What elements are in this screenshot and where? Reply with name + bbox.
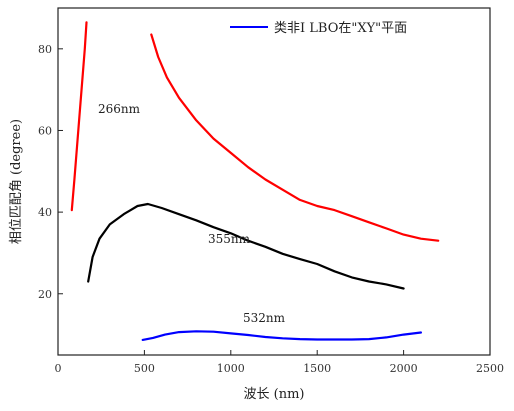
series-label-266nm: 266nm <box>98 102 141 116</box>
series-line-266nm-1 <box>70 21 88 212</box>
x-axis-title: 波长 (nm) <box>244 387 305 402</box>
y-axis-title: 相位匹配角 (degree) <box>9 119 24 244</box>
plot-border <box>57 7 491 356</box>
series-line-532nm-1 <box>141 330 422 341</box>
y-tick-label: 60 <box>38 124 52 137</box>
y-tick-label: 80 <box>38 43 52 56</box>
y-tick-label: 20 <box>38 288 52 301</box>
y-tick-label: 40 <box>38 206 52 219</box>
plot-frame <box>57 7 491 356</box>
x-tick-label: 500 <box>134 362 155 375</box>
legend: 类非Ⅰ LBO在"XY"平面 <box>230 21 407 36</box>
series-line-266nm-2 <box>150 33 440 242</box>
series-label-355nm: 355nm <box>208 232 251 246</box>
x-tick-label: 1500 <box>303 362 331 375</box>
series-label-532nm: 532nm <box>243 311 286 325</box>
x-tick-label: 2000 <box>390 362 418 375</box>
axis-ticks: 0 500 1000 1500 2000 2500 20 40 60 80 <box>38 43 504 375</box>
legend-entry-text: 类非Ⅰ LBO在"XY"平面 <box>274 21 407 36</box>
x-tick-label: 0 <box>55 362 62 375</box>
x-tick-label: 2500 <box>476 362 504 375</box>
labels-layer: 266nm 355nm 532nm <box>98 102 286 325</box>
series-line-355nm-1 <box>87 202 405 290</box>
series-layer <box>70 21 440 341</box>
x-tick-label: 1000 <box>217 362 245 375</box>
